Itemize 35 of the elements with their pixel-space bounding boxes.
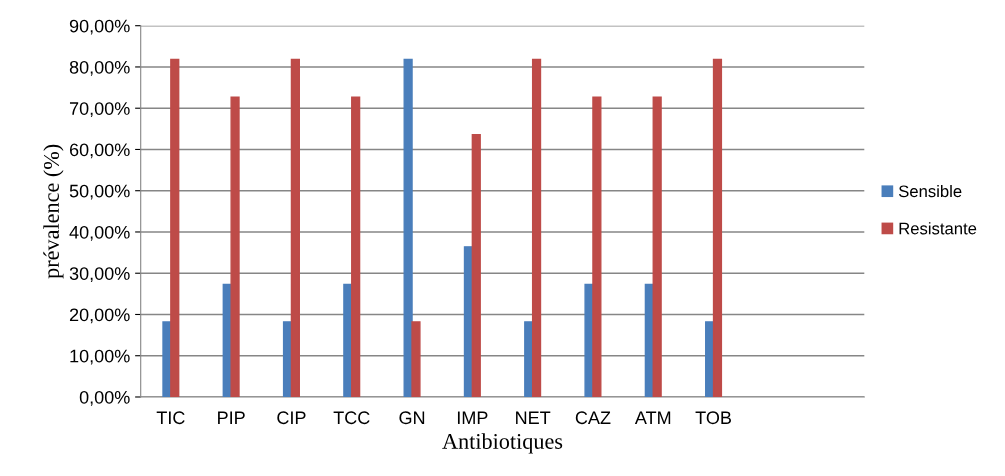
legend-label: Resistante	[899, 222, 977, 235]
y-tick-label: 30,00%	[69, 267, 130, 283]
y-tick-label: 20,00%	[69, 308, 130, 324]
y-tick-label: 0,00%	[79, 390, 130, 406]
bar	[351, 96, 361, 397]
x-tick-label: TCC	[333, 411, 370, 425]
x-tick-label: ATM	[634, 411, 671, 424]
bar	[290, 58, 300, 397]
legend-label: Sensible	[898, 184, 962, 198]
bar	[531, 58, 542, 397]
bar	[403, 58, 413, 397]
x-axis-title: Antibiotiques	[442, 433, 563, 454]
y-tick-label: 90,00%	[69, 19, 130, 35]
y-tick-label: 70,00%	[69, 102, 130, 118]
y-tick-label: 50,00%	[69, 184, 130, 200]
bar	[652, 96, 662, 397]
bar	[592, 96, 602, 397]
bar	[712, 58, 723, 397]
x-tick-label: GN	[399, 411, 425, 425]
x-tick-label: CIP	[277, 411, 306, 425]
y-tick-label: 40,00%	[69, 225, 130, 241]
x-tick-label: TOB	[695, 411, 731, 425]
bar	[411, 321, 421, 397]
y-axis-title: prévalence (%)	[43, 144, 64, 279]
y-tick-label: 10,00%	[70, 349, 130, 365]
y-tick-label: 60,00%	[69, 143, 130, 159]
x-tick-label: PIP	[218, 411, 245, 424]
bar	[170, 58, 180, 397]
x-tick-label: NET	[516, 411, 551, 424]
x-tick-label: CAZ	[575, 411, 611, 425]
bar	[230, 96, 240, 397]
x-tick-label: TIC	[156, 411, 185, 425]
bar	[471, 133, 481, 397]
x-tick-label: IMP	[457, 411, 488, 424]
y-tick-label: 80,00%	[69, 60, 130, 76]
